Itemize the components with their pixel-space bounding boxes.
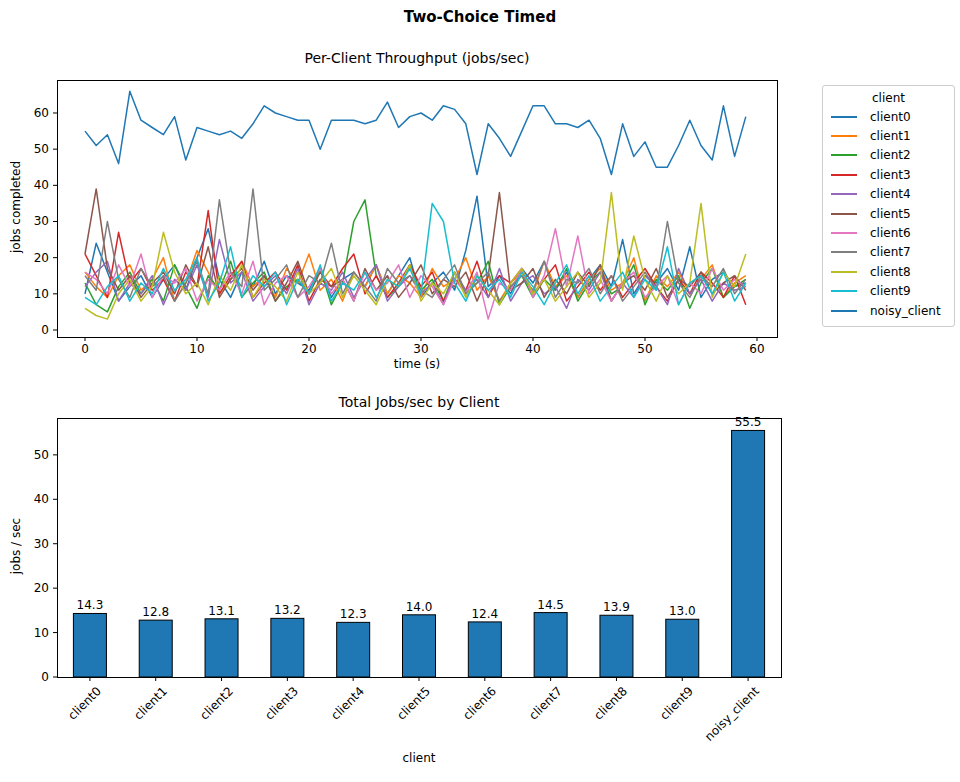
plots-canvas: 0 10 20 30 40 50 60 0 10 20 30 40 50 60 0 10 20 30 40 50 14.… xyxy=(0,0,960,782)
bar-value-label: 12.4 xyxy=(471,607,498,621)
y-tick-label: 50 xyxy=(34,142,49,156)
bar-value-label: 13.1 xyxy=(208,604,235,618)
legend-line-swatch xyxy=(831,174,857,176)
legend-item-client6: client6 xyxy=(829,223,948,242)
x-tick-label: 30 xyxy=(413,342,428,356)
legend-label: client9 xyxy=(870,284,911,298)
legend-item-client8: client8 xyxy=(829,262,948,281)
bar-value-label: 12.8 xyxy=(142,605,169,619)
bar-value-label: 13.9 xyxy=(603,600,630,614)
legend-line-swatch xyxy=(831,310,857,312)
legend-line-swatch xyxy=(831,135,857,137)
legend-item-client2: client2 xyxy=(829,146,948,165)
legend-label: client3 xyxy=(870,168,911,182)
line-series-noisy_client xyxy=(85,91,746,174)
bar-client8 xyxy=(600,615,633,677)
y-tick-label: 30 xyxy=(34,214,49,228)
bar-client0 xyxy=(73,613,106,677)
legend-line-swatch xyxy=(831,251,857,253)
legend-line-swatch xyxy=(831,213,857,215)
legend-label: client0 xyxy=(870,110,911,124)
y-tick-label: 20 xyxy=(34,581,49,595)
bar-client1 xyxy=(139,620,172,677)
y-tick-label: 30 xyxy=(34,537,49,551)
legend-label: client5 xyxy=(870,207,911,221)
legend-item-client0: client0 xyxy=(829,107,948,126)
y-tick-label: 60 xyxy=(34,106,49,120)
bar-value-label: 14.5 xyxy=(537,598,564,612)
legend-label: client7 xyxy=(870,245,911,259)
x-tick-label: 60 xyxy=(749,342,764,356)
legend-line-swatch xyxy=(831,271,857,273)
legend-label: client2 xyxy=(870,148,911,162)
bar-client4 xyxy=(337,622,370,677)
bar-value-label: 55.5 xyxy=(735,415,762,429)
legend-line-swatch xyxy=(831,116,857,118)
x-tick-label: 50 xyxy=(637,342,652,356)
y-tick-label: 0 xyxy=(41,323,49,337)
x-tick-label: 40 xyxy=(525,342,540,356)
legend-label: client1 xyxy=(870,129,911,143)
legend-title: client xyxy=(829,91,948,105)
legend-item-noisy_client: noisy_client xyxy=(829,301,948,320)
y-tick-label: 0 xyxy=(41,670,49,684)
legend-item-client5: client5 xyxy=(829,204,948,223)
legend-item-client1: client1 xyxy=(829,126,948,145)
legend-label: client4 xyxy=(870,187,911,201)
y-tick-label: 40 xyxy=(34,492,49,506)
legend-label: noisy_client xyxy=(870,304,941,318)
bar-client5 xyxy=(403,615,436,677)
bar-value-label: 12.3 xyxy=(340,607,367,621)
y-tick-label: 40 xyxy=(34,178,49,192)
bar-noisy_client xyxy=(732,430,765,677)
y-tick-label: 10 xyxy=(34,287,49,301)
bar-client9 xyxy=(666,619,699,677)
x-tick-label: 10 xyxy=(189,342,204,356)
bar-value-label: 13.0 xyxy=(669,604,696,618)
y-tick-label: 10 xyxy=(34,626,49,640)
x-tick-label: 0 xyxy=(81,342,89,356)
figure-canvas: Two-Choice Timed Per-Client Throughput (… xyxy=(0,0,960,782)
legend-line-swatch xyxy=(831,193,857,195)
x-tick-label: 20 xyxy=(301,342,316,356)
bar-value-label: 14.3 xyxy=(77,598,104,612)
y-tick-label: 50 xyxy=(34,448,49,462)
legend-item-client7: client7 xyxy=(829,243,948,262)
bar-client7 xyxy=(534,613,567,677)
legend: client client0client1client2client3clien… xyxy=(822,85,955,327)
y-tick-label: 20 xyxy=(34,251,49,265)
legend-line-swatch xyxy=(831,154,857,156)
bar-client6 xyxy=(468,622,501,677)
bar-client2 xyxy=(205,619,238,677)
bar-value-label: 14.0 xyxy=(406,600,433,614)
legend-item-client9: client9 xyxy=(829,282,948,301)
bar-value-label: 13.2 xyxy=(274,603,301,617)
legend-line-swatch xyxy=(831,232,857,234)
legend-label: client8 xyxy=(870,265,911,279)
legend-item-client3: client3 xyxy=(829,165,948,184)
legend-label: client6 xyxy=(870,226,911,240)
legend-rows: client0 client1 client2 client3 client4 clien… xyxy=(829,107,948,320)
bar-client3 xyxy=(271,618,304,677)
legend-line-swatch xyxy=(831,290,857,292)
legend-item-client4: client4 xyxy=(829,185,948,204)
